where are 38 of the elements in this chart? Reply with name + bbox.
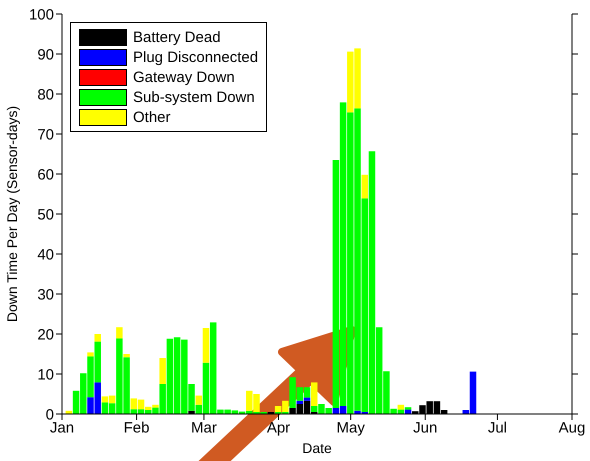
y-tick-label: 30: [37, 286, 54, 304]
y-tick-label: 80: [37, 86, 54, 104]
bar: [94, 334, 101, 342]
x-tick-label: Apr: [266, 420, 290, 437]
bar: [116, 327, 123, 338]
bar: [159, 358, 166, 384]
y-tick-label: 50: [37, 206, 54, 224]
x-tick-label: Jun: [413, 420, 438, 437]
bar: [196, 396, 202, 405]
x-tick-label: Aug: [558, 420, 586, 437]
x-axis-title: Date: [302, 440, 332, 456]
x-tick-label: Feb: [124, 420, 150, 437]
x-tick-label: May: [336, 420, 366, 437]
legend-label: Sub-system Down: [133, 88, 255, 106]
y-tick-label: 40: [37, 246, 54, 264]
bar: [404, 410, 412, 414]
y-tick-label: 90: [37, 46, 54, 64]
legend-label: Other: [133, 108, 171, 126]
x-tick-label: Mar: [191, 420, 217, 437]
bar: [362, 174, 368, 198]
y-axis-title: Down Time Per Day (Sensor-days): [4, 106, 20, 322]
legend-label: Plug Disconnected: [133, 48, 258, 66]
bar: [87, 352, 94, 356]
bar: [310, 382, 318, 406]
x-tick-label: Jul: [488, 420, 508, 437]
bar: [123, 354, 130, 358]
bar: [398, 404, 404, 410]
y-tick-label: 20: [37, 326, 54, 344]
bar: [304, 398, 310, 401]
y-tick-label: 70: [37, 126, 54, 144]
legend-label: Gateway Down: [133, 68, 235, 86]
bar: [404, 407, 412, 410]
bar: [296, 400, 304, 404]
y-tick-label: 100: [28, 6, 54, 24]
legend-label: Battery Dead: [133, 28, 221, 46]
bar: [202, 328, 210, 363]
y-tick-label: 10: [37, 366, 54, 384]
y-tick-label: 60: [37, 166, 54, 184]
